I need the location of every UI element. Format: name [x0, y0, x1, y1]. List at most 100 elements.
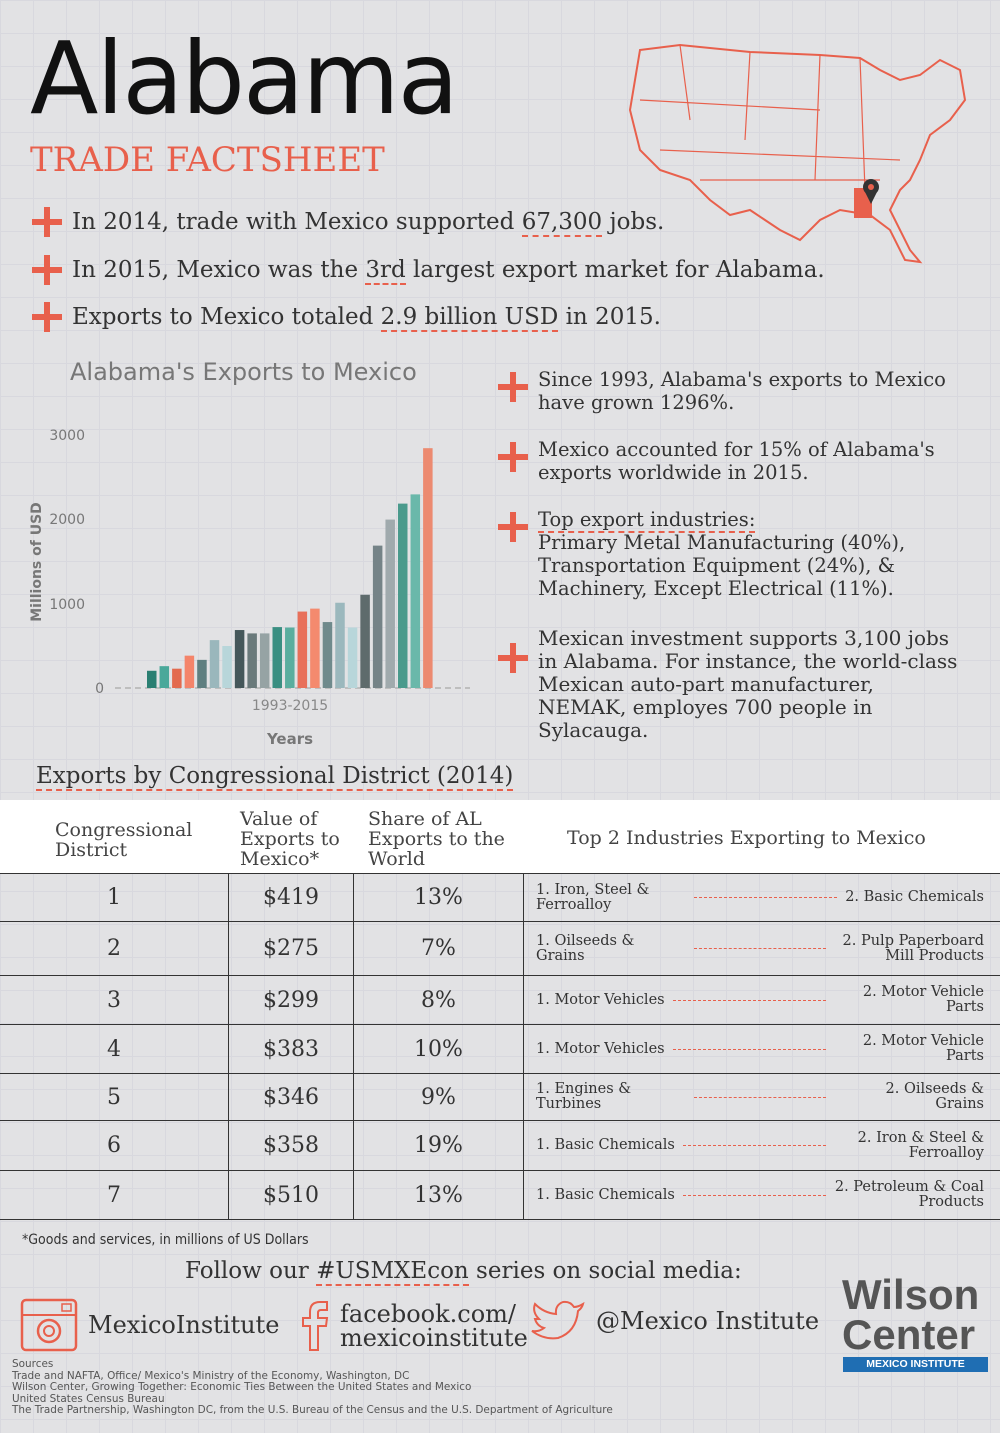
wilson-center-logo: Wilson Center	[842, 1274, 979, 1358]
page-title: Alabama	[30, 20, 459, 137]
source-item: The Trade Partnership, Washington DC, fr…	[12, 1403, 613, 1416]
hashtag[interactable]: #USMXEcon	[316, 1258, 469, 1286]
chart-title: Alabama's Exports to Mexico	[70, 358, 417, 386]
instagram-handle: MexicoInstitute	[88, 1311, 280, 1339]
value-cell: $299	[228, 976, 353, 1024]
side-fact-industries: Top export industries: Primary Metal Manu…	[498, 508, 958, 600]
source-item: Trade and NAFTA, Office/ Mexico's Minist…	[12, 1368, 410, 1382]
dashed-connector	[672, 999, 826, 1001]
bar-2000	[234, 630, 245, 688]
industries-cell: 1. Engines & Turbines 2. Oilseeds & Grain…	[523, 1074, 1000, 1120]
fact-highlight: 3rd	[365, 257, 406, 285]
column-header: Top 2 Industries Exporting to Mexico	[567, 827, 926, 849]
footnote: *Goods and services, in millions of US D…	[22, 1232, 309, 1248]
share-cell: 10%	[353, 1025, 523, 1073]
twitter-handle: @Mexico Institute	[596, 1307, 820, 1335]
value-cell: $419	[228, 874, 353, 921]
side-fact-text: Since 1993, Alabama's exports to Mexico …	[538, 368, 946, 414]
fact-text: In 2015, Mexico was the	[72, 257, 366, 283]
industry-1: 1. Iron, Steel & Ferroalloy	[536, 881, 650, 913]
plus-icon	[32, 302, 62, 332]
industry-2: 2. Basic Chemicals	[845, 889, 984, 905]
fact-jobs: In 2014, trade with Mexico supported 67,…	[32, 207, 664, 237]
plus-icon	[498, 643, 528, 673]
bar-2011	[372, 545, 383, 688]
side-fact-text: Mexican investment supports 3,100 jobs i…	[538, 626, 958, 742]
page-subtitle: TRADE FACTSHEET	[30, 140, 385, 180]
value-cell: $383	[228, 1025, 353, 1073]
plus-icon	[32, 255, 62, 285]
dashed-connector	[672, 1048, 826, 1050]
bar-2006	[310, 608, 320, 688]
bar-2007	[322, 622, 333, 688]
fact-highlight: 2.9 billion USD	[380, 304, 559, 332]
column-header: Share of AL Exports to the World	[368, 808, 505, 870]
dashed-connector	[694, 897, 838, 898]
bar-1993	[147, 670, 157, 688]
logo-text: Center	[842, 1311, 976, 1358]
fact-exports: Exports to Mexico totaled 2.9 billion US…	[32, 302, 661, 332]
plus-icon	[498, 442, 528, 472]
facebook-url: facebook.com/mexicoinstitute	[340, 1302, 528, 1350]
table-row: 4 $383 10% 1. Motor Vehicles 2. Motor Veh…	[0, 1024, 1000, 1073]
instagram-icon	[20, 1298, 78, 1352]
industry-2: 2. Motor Vehicle Parts	[862, 984, 984, 1015]
twitter-link[interactable]: @Mexico Institute	[530, 1298, 819, 1344]
y-tick-label: 0	[95, 681, 104, 697]
industries-cell: 1. Basic Chemicals 2. Iron & Steel & Ferr…	[523, 1121, 1000, 1170]
facebook-link[interactable]: facebook.com/mexicoinstitute	[300, 1300, 528, 1352]
facebook-icon	[302, 1301, 329, 1351]
facebook-url-line: facebook.com/	[340, 1300, 517, 1328]
fact-text: jobs.	[602, 209, 665, 235]
bar-1997	[197, 659, 207, 688]
map-pin-icon	[863, 179, 879, 204]
us-map	[628, 43, 967, 264]
y-tick-label: 3000	[49, 428, 85, 444]
x-tick-label: 1993-2015	[252, 698, 328, 714]
district-cell: 1	[107, 885, 121, 910]
bar-1995	[172, 668, 182, 688]
share-cell: 19%	[353, 1121, 523, 1170]
follow-pre: Follow our	[185, 1258, 317, 1284]
table-row: 1 $419 13% 1. Iron, Steel & Ferroalloy 2.…	[0, 873, 1000, 921]
value-cell: $510	[228, 1171, 353, 1219]
bar-2009	[347, 627, 358, 688]
fact-text: largest export market for Alabama.	[405, 257, 825, 283]
bar-2015	[423, 448, 433, 688]
bar-2008	[335, 602, 345, 688]
share-cell: 7%	[353, 922, 523, 975]
industry-1: 1. Oilseeds & Grains	[536, 932, 635, 964]
industry-1: 1. Basic Chemicals	[536, 1137, 675, 1153]
industry-2: 2. Iron & Steel & Ferroalloy	[857, 1129, 984, 1161]
share-cell: 8%	[353, 976, 523, 1024]
industry-1: 1. Motor Vehicles	[536, 991, 665, 1008]
table-row: 3 $299 8% 1. Motor Vehicles 2. Motor Vehi…	[0, 975, 1000, 1024]
bar-1994	[159, 666, 170, 688]
industries-cell: 1. Oilseeds & Grains 2. Pulp Paperboard M…	[523, 922, 1000, 975]
industry-2: 2. Petroleum & Coal Products	[834, 1179, 984, 1210]
table-row: 6 $358 19% 1. Basic Chemicals 2. Iron & S…	[0, 1120, 1000, 1170]
follow-text: Follow our #USMXEcon series on social me…	[185, 1258, 742, 1286]
district-cell: 6	[107, 1133, 121, 1158]
share-cell: 9%	[353, 1074, 523, 1120]
bar-2003	[272, 627, 282, 688]
fact-text: In 2014, trade with Mexico supported	[72, 209, 522, 235]
column-header: Value of Exports to Mexico*	[240, 808, 340, 870]
industries-cell: 1. Motor Vehicles 2. Motor Vehicle Parts	[523, 976, 1000, 1024]
bar-1996	[184, 655, 195, 688]
bar-2002	[259, 633, 270, 688]
table-row: 5 $346 9% 1. Engines & Turbines 2. Oilsee…	[0, 1073, 1000, 1120]
side-fact-investment: Mexican investment supports 3,100 jobs i…	[498, 627, 968, 742]
bar-1999	[222, 646, 232, 688]
y-tick-label: 2000	[49, 512, 85, 528]
plus-icon	[498, 372, 528, 402]
bar-2014	[410, 494, 421, 688]
sources-heading: Sources	[12, 1357, 54, 1370]
mexico-institute-badge: MEXICO INSTITUTE	[843, 1357, 988, 1372]
instagram-link[interactable]: MexicoInstitute	[20, 1298, 279, 1352]
bar-1998	[209, 640, 220, 688]
column-header: Congressional District	[55, 819, 193, 861]
bar-2001	[247, 633, 257, 688]
facebook-url-line: mexicoinstitute	[340, 1324, 528, 1352]
side-fact-growth: Since 1993, Alabama's exports to Mexico …	[498, 368, 958, 414]
